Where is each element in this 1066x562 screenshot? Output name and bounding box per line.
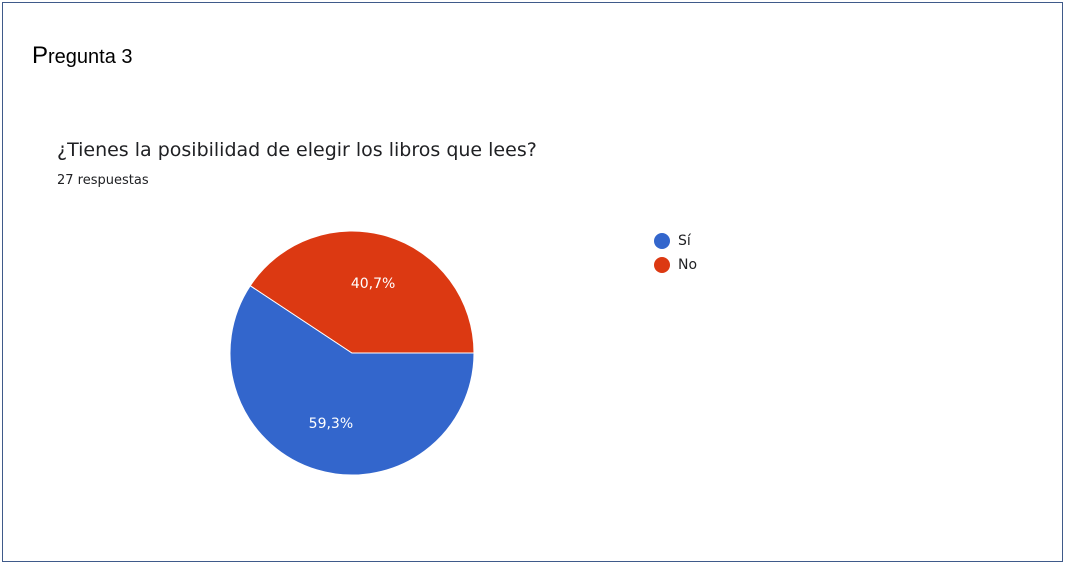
pie-chart: 59,3% 40,7%	[229, 230, 475, 476]
pie-label-si: 59,3%	[309, 416, 353, 432]
legend-label-si: Sí	[678, 233, 691, 249]
legend-item-no[interactable]: No	[654, 253, 697, 277]
section-title: Pregunta 3	[32, 42, 133, 69]
response-count: 27 respuestas	[57, 173, 149, 188]
chart-title: ¿Tienes la posibilidad de elegir los lib…	[57, 139, 537, 161]
legend: Sí No	[654, 229, 697, 277]
legend-item-si[interactable]: Sí	[654, 229, 697, 253]
pie-slice-si[interactable]	[229, 285, 475, 476]
pie-slice-no[interactable]	[249, 230, 475, 354]
legend-swatch-no	[654, 257, 670, 273]
pie-label-no: 40,7%	[351, 276, 395, 292]
legend-swatch-si	[654, 233, 670, 249]
legend-label-no: No	[678, 257, 698, 273]
